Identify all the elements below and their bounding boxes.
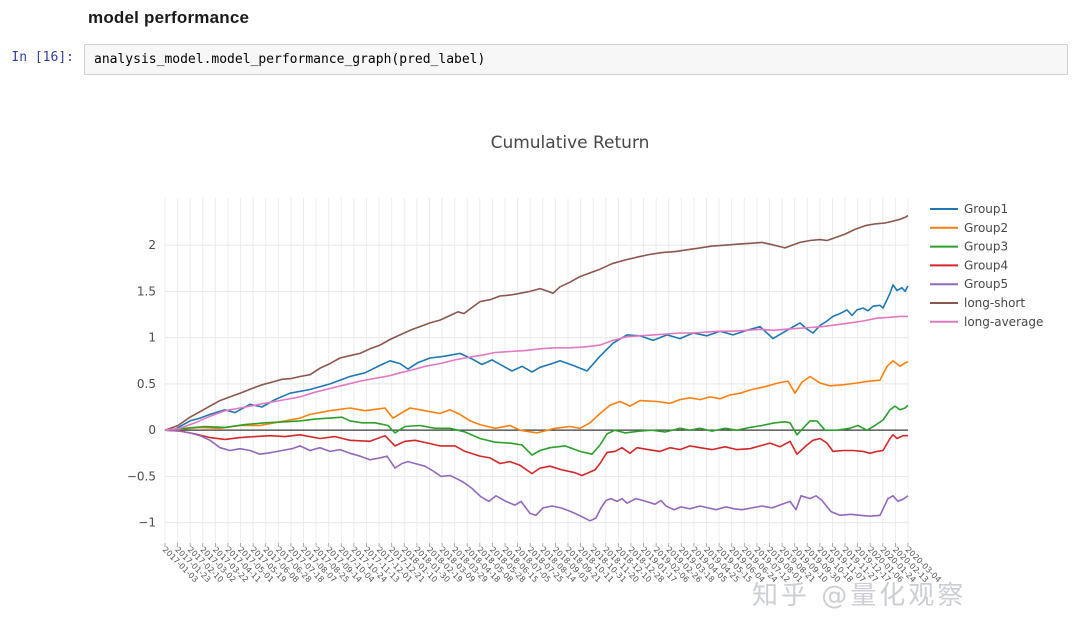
legend-item-Group3[interactable]: Group3 — [930, 240, 1008, 254]
legend-item-Group4[interactable]: Group4 — [930, 258, 1008, 272]
legend-label: Group3 — [964, 240, 1008, 254]
y-tick-label: 2 — [148, 238, 156, 252]
series-line-Group3 — [164, 404, 909, 456]
y-tick-label: −1 — [138, 516, 156, 530]
legend-label: Group4 — [964, 258, 1008, 272]
chart-title: Cumulative Return — [491, 133, 650, 153]
legend-item-long-average[interactable]: long-average — [930, 315, 1043, 329]
series-line-Group5 — [164, 429, 909, 522]
cumulative-return-chart: 2017-01-032017-01-232017-02-102017-03-02… — [127, 133, 1044, 611]
y-tick-label: 0 — [148, 423, 156, 437]
cell-prompt: In [16]: — [11, 50, 74, 65]
code-input[interactable]: analysis_model.model_performance_graph(p… — [84, 44, 1068, 75]
legend-label: Group2 — [964, 221, 1008, 235]
legend-item-Group2[interactable]: Group2 — [930, 221, 1008, 235]
legend-item-Group5[interactable]: Group5 — [930, 277, 1008, 291]
legend-label: Group5 — [964, 277, 1008, 291]
y-tick-label: −0.5 — [127, 469, 156, 483]
watermark: 知乎 @量化观察 — [752, 581, 966, 611]
code-cell: In [16]: analysis_model.model_performanc… — [0, 44, 1068, 75]
series-line-Group1 — [164, 284, 909, 431]
y-tick-label: 0.5 — [137, 377, 156, 391]
legend-item-long-short[interactable]: long-short — [930, 296, 1025, 310]
chart-output-area: 2017-01-03 2017-01-23 2017-02-10 2017-03-02… — [0, 108, 1080, 636]
y-tick-label: 1.5 — [137, 284, 156, 298]
series-line-long-average — [164, 315, 908, 431]
series-line-Group4 — [164, 429, 908, 477]
legend-label: long-short — [964, 296, 1025, 310]
series-line-long-short — [164, 214, 909, 431]
markdown-heading: model performance — [88, 8, 250, 27]
legend-item-Group1[interactable]: Group1 — [930, 202, 1008, 216]
series-line-Group2 — [164, 360, 909, 434]
legend-label: Group1 — [964, 202, 1008, 216]
y-tick-label: 1 — [148, 331, 156, 345]
legend-label: long-average — [964, 315, 1043, 329]
